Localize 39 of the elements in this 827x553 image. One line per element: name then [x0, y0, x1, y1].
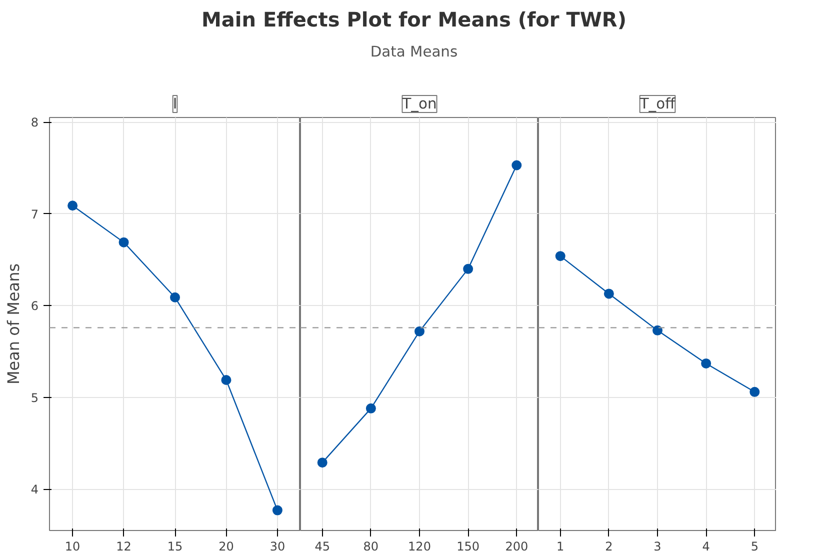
point	[604, 288, 614, 299]
x-tick-label: 120	[408, 540, 431, 553]
point	[68, 200, 78, 211]
chart-title: I	[172, 96, 178, 112]
x-tick-label: 2	[605, 540, 613, 553]
point	[272, 505, 282, 516]
point	[750, 386, 760, 397]
x-tick-label: 1	[556, 540, 564, 553]
point	[701, 358, 712, 368]
point	[317, 458, 328, 468]
x-tick-label: 30	[270, 540, 286, 553]
y-tick-label: 6	[30, 299, 39, 314]
x-tick-label: 45	[314, 540, 330, 553]
y-tick-label: 7	[30, 207, 39, 222]
point	[366, 403, 376, 414]
x-tick-label: 150	[456, 540, 480, 553]
point	[221, 374, 232, 385]
x-tick-label: 3	[654, 540, 662, 553]
text: Main Effects Plot for Means (for TWR)	[202, 8, 626, 32]
point	[555, 251, 566, 262]
point	[170, 292, 180, 302]
y-tick-label: 4	[30, 482, 39, 497]
x-tick-label: 200	[505, 540, 528, 553]
x-tick-label: 15	[167, 540, 183, 553]
x-tick-label: 80	[363, 540, 379, 553]
point	[463, 264, 474, 274]
x-tick-label: 20	[218, 540, 234, 553]
point	[414, 326, 424, 336]
point	[512, 160, 522, 170]
text: Data Means	[370, 44, 458, 60]
y-axis-title: Mean of Means	[4, 263, 23, 385]
x-tick-label: 4	[702, 540, 710, 553]
x-tick-label: 12	[116, 540, 132, 553]
point	[652, 325, 662, 336]
x-tick-label: 10	[64, 540, 80, 553]
y-tick-label: 5	[30, 390, 39, 405]
x-tick-label: 5	[750, 540, 758, 553]
point	[118, 237, 129, 248]
y-tick-label: 8	[30, 116, 39, 130]
